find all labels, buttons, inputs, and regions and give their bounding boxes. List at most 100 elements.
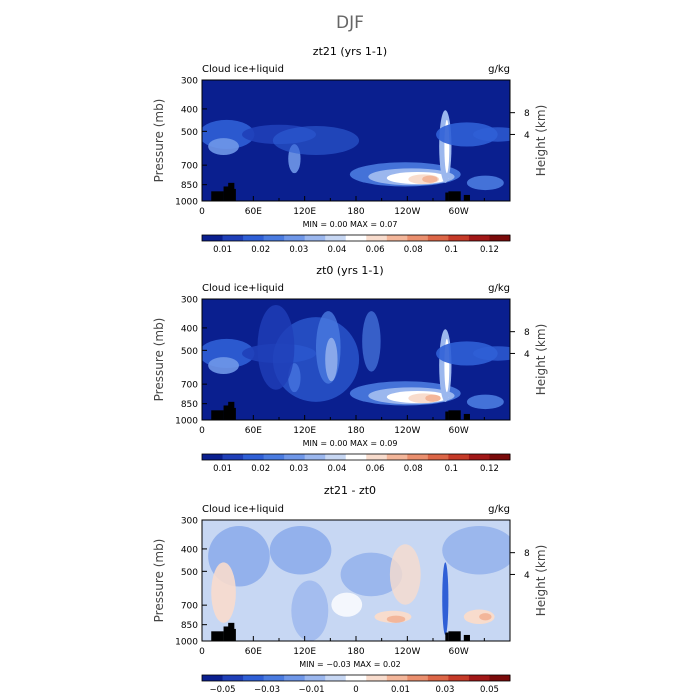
colorbar-label: −0.03 xyxy=(254,685,280,695)
colorbar-swatch xyxy=(263,675,285,681)
colorbar-swatch xyxy=(304,675,326,681)
y2-tick-label: 8 xyxy=(524,549,530,559)
colorbar-swatch xyxy=(304,454,326,460)
colorbar-swatch xyxy=(489,454,511,460)
y2-axis-label: Height (km) xyxy=(534,324,548,395)
colorbar-swatch xyxy=(284,454,306,460)
colorbar-swatch xyxy=(304,235,326,241)
colorbar-label: 0.03 xyxy=(436,685,455,695)
colorbar-label: 0.08 xyxy=(404,245,423,255)
colorbar-swatch xyxy=(468,675,490,681)
field-contour xyxy=(473,346,510,361)
field-contour xyxy=(331,592,363,617)
colorbar-swatch xyxy=(448,235,470,241)
y-tick-label: 300 xyxy=(181,77,198,87)
y-tick-label: 850 xyxy=(181,400,198,410)
x-tick-label: 120E xyxy=(293,647,316,657)
panel-title: zt0 (yrs 1-1) xyxy=(316,264,383,277)
colorbar-swatch xyxy=(202,675,224,681)
variable-label: Cloud ice+liquid xyxy=(202,64,284,75)
colorbar-frame xyxy=(201,234,511,242)
y2-tick-label: 8 xyxy=(524,109,530,119)
colorbar-label: 0.05 xyxy=(480,685,499,695)
colorbar-label: 0.1 xyxy=(445,464,459,474)
colorbar-label: 0.06 xyxy=(366,245,385,255)
colorbar-label: 0.1 xyxy=(445,245,459,255)
colorbar-swatch xyxy=(325,675,347,681)
topography-bar xyxy=(211,631,224,641)
y2-tick-label: 4 xyxy=(524,131,530,141)
field-contour xyxy=(362,311,381,372)
panel-title: zt21 - zt0 xyxy=(324,484,376,497)
colorbar-swatch xyxy=(222,675,244,681)
panel-title: zt21 (yrs 1-1) xyxy=(313,45,387,58)
variable-label: Cloud ice+liquid xyxy=(202,504,284,515)
x-tick-label: 120W xyxy=(394,647,420,657)
topography-bar xyxy=(223,405,230,420)
colorbar-swatch xyxy=(366,235,388,241)
colorbar-swatch xyxy=(202,454,224,460)
variable-label: Cloud ice+liquid xyxy=(202,283,284,294)
colorbar-label: 0.03 xyxy=(289,245,308,255)
min-max-stats: MIN = −0.03 MAX = 0.02 xyxy=(299,660,401,669)
x-tick-label: 0 xyxy=(199,647,205,657)
colorbar-label: 0 xyxy=(353,685,358,695)
topography-bar xyxy=(223,626,230,641)
topography-bar xyxy=(211,410,224,420)
colorbar-swatch xyxy=(366,675,388,681)
colorbar-swatch xyxy=(407,675,429,681)
colorbar-swatch xyxy=(263,454,285,460)
field-contour xyxy=(425,394,441,402)
topography xyxy=(211,622,470,641)
colorbar-swatch xyxy=(222,235,244,241)
topography-bar xyxy=(228,182,235,201)
colorbar-swatch xyxy=(407,454,429,460)
field-contour xyxy=(325,337,338,382)
x-tick-label: 120E xyxy=(293,426,316,436)
x-tick-label: 120W xyxy=(394,426,420,436)
colorbar-swatch xyxy=(263,235,285,241)
colorbar-swatch xyxy=(468,235,490,241)
topography-bar xyxy=(232,407,236,420)
colorbar-swatch xyxy=(345,454,367,460)
colorbar-swatch xyxy=(489,675,511,681)
colorbar-frame xyxy=(201,674,511,682)
units-label: g/kg xyxy=(488,283,510,294)
y-tick-label: 1000 xyxy=(175,417,198,427)
colorbar-swatch xyxy=(386,675,408,681)
y-axis-label: Pressure (mb) xyxy=(152,99,166,183)
colorbar-swatch xyxy=(386,235,408,241)
colorbar-swatch xyxy=(448,675,470,681)
colorbar-label: 0.02 xyxy=(251,245,270,255)
field-contour xyxy=(442,526,510,575)
topography-bar xyxy=(223,186,230,201)
field-contour xyxy=(466,175,504,191)
topography xyxy=(211,182,470,201)
chart-panel-1: zt21 (yrs 1-1)Cloud ice+liquid g/kg300400… xyxy=(152,45,548,255)
colorbar-label: −0.05 xyxy=(210,685,236,695)
y-tick-label: 300 xyxy=(181,517,198,527)
colorbar-label: 0.02 xyxy=(251,464,270,474)
field-layer xyxy=(202,80,510,201)
topography-bar xyxy=(228,401,235,420)
y-tick-label: 500 xyxy=(181,128,198,138)
y-axis-label: Pressure (mb) xyxy=(152,318,166,402)
field-layer xyxy=(202,299,510,420)
topography-bar xyxy=(232,628,236,641)
y2-tick-label: 4 xyxy=(524,350,530,360)
x-tick-label: 60W xyxy=(448,207,468,217)
x-tick-label: 0 xyxy=(199,426,205,436)
topography-bar xyxy=(232,188,236,201)
colorbar-swatch xyxy=(325,454,347,460)
y2-axis-label: Height (km) xyxy=(534,105,548,176)
x-tick-label: 180 xyxy=(347,207,364,217)
colorbar-swatch xyxy=(243,454,265,460)
colorbar-label: 0.03 xyxy=(289,464,308,474)
colorbar-swatch xyxy=(407,235,429,241)
field-contour xyxy=(386,615,406,623)
topography-bar xyxy=(448,191,461,201)
y2-axis-label: Height (km) xyxy=(534,545,548,616)
x-tick-label: 120W xyxy=(394,207,420,217)
colorbar-swatch xyxy=(345,235,367,241)
